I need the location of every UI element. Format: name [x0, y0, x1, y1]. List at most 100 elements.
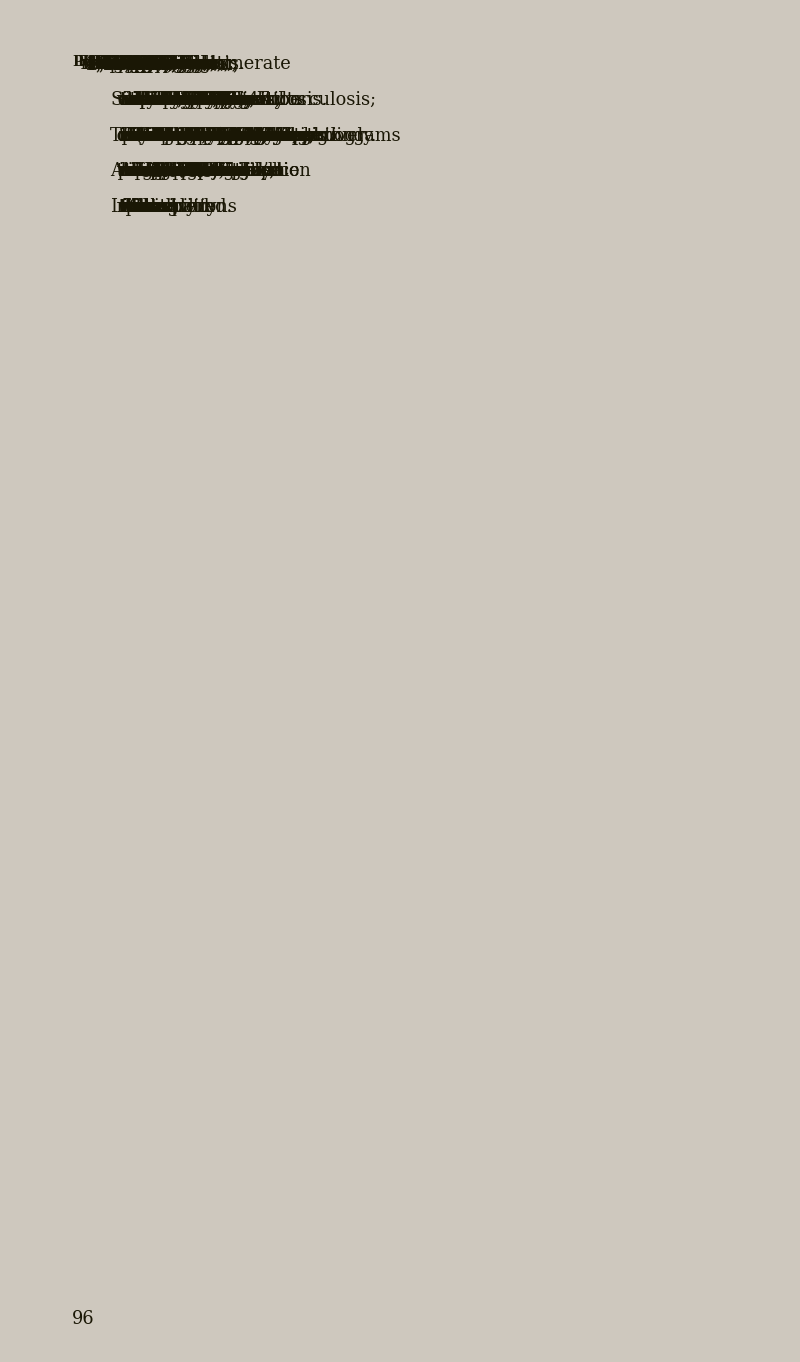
Text: two: two — [173, 127, 211, 144]
Text: time: time — [122, 91, 167, 109]
Text: However,: However, — [178, 127, 268, 144]
Text: to: to — [131, 162, 154, 180]
Text: over: over — [213, 91, 258, 109]
Text: relationship: relationship — [130, 162, 242, 180]
Text: we: we — [111, 91, 142, 109]
Text: this: this — [151, 162, 190, 180]
Text: be: be — [115, 162, 142, 180]
Text: shown: shown — [143, 127, 206, 144]
Text: in: in — [129, 199, 152, 217]
Text: in: in — [157, 162, 180, 180]
Text: of: of — [213, 127, 236, 144]
Text: in: in — [197, 162, 220, 180]
Text: had: had — [161, 91, 200, 109]
Text: Holland’s: Holland’s — [187, 162, 278, 180]
Text: —Chest: —Chest — [74, 54, 149, 74]
Text: examined: examined — [112, 91, 204, 109]
Text: study,: study, — [125, 91, 182, 109]
Text: miners: miners — [164, 127, 231, 144]
Text: possibility,: possibility, — [175, 162, 274, 180]
Text: for: for — [144, 162, 175, 180]
Text: 375,: 375, — [125, 54, 170, 74]
Text: reference: reference — [188, 162, 281, 180]
Text: roentgenograms: roentgenograms — [75, 54, 229, 74]
Text: of: of — [218, 127, 241, 144]
Text: that: that — [153, 162, 194, 180]
Text: thus: thus — [113, 199, 158, 217]
Text: who: who — [177, 91, 220, 109]
Text: a: a — [137, 162, 153, 180]
Text: years: years — [200, 127, 254, 144]
Text: 96: 96 — [72, 1310, 94, 1328]
Text: For: For — [165, 91, 201, 109]
Text: since: since — [176, 162, 228, 180]
Text: iron: iron — [183, 162, 225, 180]
Text: it: it — [97, 54, 115, 74]
Text: this: this — [195, 162, 234, 180]
Text: workers,: workers, — [182, 127, 266, 144]
Text: 7.8: 7.8 — [256, 127, 290, 144]
Text: respectively.: respectively. — [259, 127, 376, 144]
Text: hazard,: hazard, — [134, 127, 206, 144]
Text: percent,: percent, — [142, 54, 222, 74]
Text: 4.9: 4.9 — [221, 127, 254, 144]
Text: similar: similar — [138, 127, 206, 144]
Text: for: for — [188, 127, 219, 144]
Text: stage: stage — [150, 54, 204, 74]
Text: to: to — [184, 162, 207, 180]
Text: silica: silica — [133, 127, 185, 144]
Text: records: records — [172, 91, 246, 109]
Text: than: than — [160, 127, 206, 144]
Text: of: of — [201, 127, 224, 144]
Text: has: has — [140, 162, 177, 180]
Text: made: made — [121, 127, 176, 144]
Text: could: could — [155, 162, 210, 180]
Text: claims: claims — [180, 91, 243, 109]
Text: the: the — [81, 54, 115, 74]
Text: figure: figure — [95, 54, 154, 74]
Text: or: or — [147, 54, 172, 74]
Text: or: or — [110, 54, 134, 74]
Text: that: that — [130, 91, 171, 109]
Text: he: he — [177, 162, 205, 180]
Text: two: two — [216, 127, 254, 144]
Text: 15: 15 — [208, 91, 236, 109]
Text: corresponding: corresponding — [229, 127, 365, 144]
Text: normal: normal — [106, 54, 175, 74]
Text: silicosis.: silicosis. — [163, 54, 245, 74]
Text: a: a — [209, 127, 225, 144]
Text: were: were — [197, 91, 247, 109]
Text: of: of — [216, 91, 239, 109]
Text: earliest: earliest — [148, 162, 221, 180]
Text: miners: miners — [234, 127, 302, 144]
Text: table: table — [151, 127, 202, 144]
Text: miners: miners — [167, 127, 234, 144]
Text: percent,: percent, — [120, 54, 200, 74]
Text: of: of — [121, 162, 144, 180]
Text: the: the — [114, 199, 149, 217]
Text: to: to — [168, 127, 191, 144]
Text: nodular;: nodular; — [152, 54, 233, 74]
Text: who: who — [116, 91, 159, 109]
Text: two: two — [151, 54, 190, 74]
Text: and: and — [220, 127, 259, 144]
Text: early.: early. — [177, 127, 231, 144]
Text: those: those — [114, 91, 168, 109]
Text: might: might — [153, 91, 210, 109]
Text: metal: metal — [166, 127, 222, 144]
Text: of: of — [169, 91, 192, 109]
Text: markings;: markings; — [124, 54, 219, 74]
Text: foundrymen: foundrymen — [207, 127, 321, 144]
Text: lesser: lesser — [186, 127, 245, 144]
Text: or: or — [140, 54, 165, 74]
Text: lower: lower — [138, 91, 194, 109]
Text: industries: industries — [129, 127, 224, 144]
Text: nodular: nodular — [225, 127, 300, 144]
Text: this: this — [174, 162, 213, 180]
Text: the: the — [170, 127, 205, 144]
Text: showed: showed — [121, 54, 195, 74]
Text: are: are — [255, 127, 290, 144]
Text: Holland: Holland — [171, 162, 247, 180]
Text: on: on — [150, 162, 178, 180]
Text: silicosis;: silicosis; — [226, 127, 308, 144]
